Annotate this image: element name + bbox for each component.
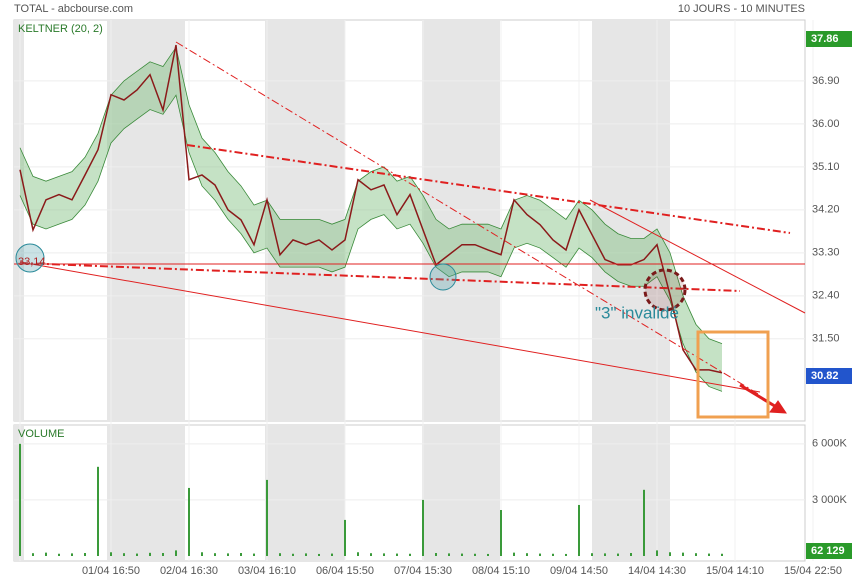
- volume-bar: [357, 552, 359, 556]
- volume-bar: [461, 553, 463, 556]
- volume-bar: [58, 553, 60, 556]
- volume-bar: [214, 553, 216, 556]
- volume-bar: [279, 553, 281, 556]
- x-tick-label: 09/04 14:50: [550, 565, 608, 577]
- volume-bar: [110, 552, 112, 556]
- x-tick-label: 02/04 16:30: [160, 565, 218, 577]
- last-label: 30.82: [811, 370, 839, 382]
- volume-bar: [708, 553, 710, 556]
- volume-bar: [123, 553, 125, 556]
- volume-bar: [526, 553, 528, 556]
- x-tick-label: 15/04 14:10: [706, 565, 764, 577]
- volume-bar: [617, 553, 619, 556]
- trend-lines: [14, 41, 806, 414]
- day-shading: [14, 20, 670, 561]
- volume-bar: [448, 553, 450, 556]
- x-tick-label: 07/04 15:30: [394, 565, 452, 577]
- volume-bar: [513, 552, 515, 556]
- volume-bar: [32, 553, 34, 556]
- volume-bar: [318, 553, 320, 556]
- x-tick-label: 15/04 22:50: [784, 565, 842, 577]
- volume-bar: [227, 553, 229, 556]
- volume-bar: [396, 553, 398, 556]
- volume-bar: [266, 479, 268, 556]
- volume-bar: [721, 553, 723, 556]
- circle-mark: [15, 243, 45, 273]
- volume-bar: [19, 443, 21, 556]
- x-tick-label: 14/04 14:30: [628, 565, 686, 577]
- volume-bar: [149, 552, 151, 556]
- volume-box: [806, 543, 852, 559]
- volume-bar: [331, 553, 333, 556]
- volume-bar: [552, 553, 554, 556]
- volume-bar: [344, 519, 346, 556]
- volume-bar: [253, 553, 255, 556]
- x-tick-label: 06/04 15:50: [316, 565, 374, 577]
- volume-bar: [240, 553, 242, 556]
- volume-bar: [292, 553, 294, 556]
- circle-mark: [643, 268, 687, 312]
- volume-bar: [422, 499, 424, 556]
- volume-bar: [630, 553, 632, 556]
- volume-bar: [682, 552, 684, 556]
- volume-bar: [578, 504, 580, 556]
- volume-bar: [500, 510, 502, 556]
- x-tick-label: 08/04 15:10: [472, 565, 530, 577]
- volume-bar: [201, 552, 203, 556]
- grid: [14, 20, 814, 561]
- page-title: TOTAL - abcbourse.com: [14, 3, 133, 15]
- y-tick-label: 35.10: [812, 161, 840, 173]
- volume-bar: [669, 552, 671, 556]
- x-tick-label: 03/04 16:10: [238, 565, 296, 577]
- y-tick-label: 31.50: [812, 333, 840, 345]
- circle-mark: [429, 263, 457, 291]
- volume-bar: [656, 550, 658, 556]
- y-tick-label: 6 000K: [812, 438, 848, 450]
- volume-bar: [539, 553, 541, 556]
- price-line: [19, 44, 723, 374]
- volume-bar: [487, 553, 489, 556]
- volume-label: 62 129: [811, 545, 845, 557]
- panel-title: VOLUME: [18, 428, 64, 440]
- annotation: 33,14: [18, 256, 46, 268]
- target-box: [696, 330, 770, 419]
- volume-bar: [175, 550, 177, 556]
- high-label: 37.86: [811, 33, 839, 45]
- volume-bar: [591, 553, 593, 556]
- volume-bar: [565, 553, 567, 556]
- annotation: "3" invalidé: [595, 303, 679, 322]
- volume-bar: [409, 553, 411, 556]
- y-tick-label: 34.20: [812, 204, 840, 216]
- last-box: [806, 368, 852, 384]
- volume-bar: [136, 553, 138, 556]
- y-tick-label: 36.90: [812, 75, 840, 87]
- volume-bar: [435, 553, 437, 556]
- volume-bar: [474, 553, 476, 556]
- volume-bar: [45, 552, 47, 556]
- volume-bar: [162, 553, 164, 556]
- volume-bar: [71, 553, 73, 556]
- volume-bar: [695, 553, 697, 556]
- y-tick-label: 3 000K: [812, 494, 848, 506]
- volume-bar: [97, 466, 99, 556]
- volume-bar: [305, 553, 307, 556]
- panel-title: KELTNER (20, 2): [18, 23, 103, 35]
- x-tick-label: 01/04 16:50: [82, 565, 140, 577]
- y-tick-label: 32.40: [812, 290, 840, 302]
- volume-bar: [84, 553, 86, 556]
- volume-bar: [643, 489, 645, 556]
- y-tick-label: 33.30: [812, 247, 840, 259]
- keltner-lower: [19, 94, 723, 392]
- high-box: [806, 31, 852, 47]
- band-layer: [19, 46, 723, 392]
- period: 10 JOURS - 10 MINUTES: [678, 3, 805, 15]
- volume-bar: [383, 553, 385, 556]
- volume-bar: [188, 487, 190, 556]
- volume-bar: [370, 553, 372, 556]
- y-tick-label: 36.00: [812, 118, 840, 130]
- mark-layer: [19, 44, 723, 556]
- keltner-upper: [19, 46, 723, 344]
- volume-bar: [604, 553, 606, 556]
